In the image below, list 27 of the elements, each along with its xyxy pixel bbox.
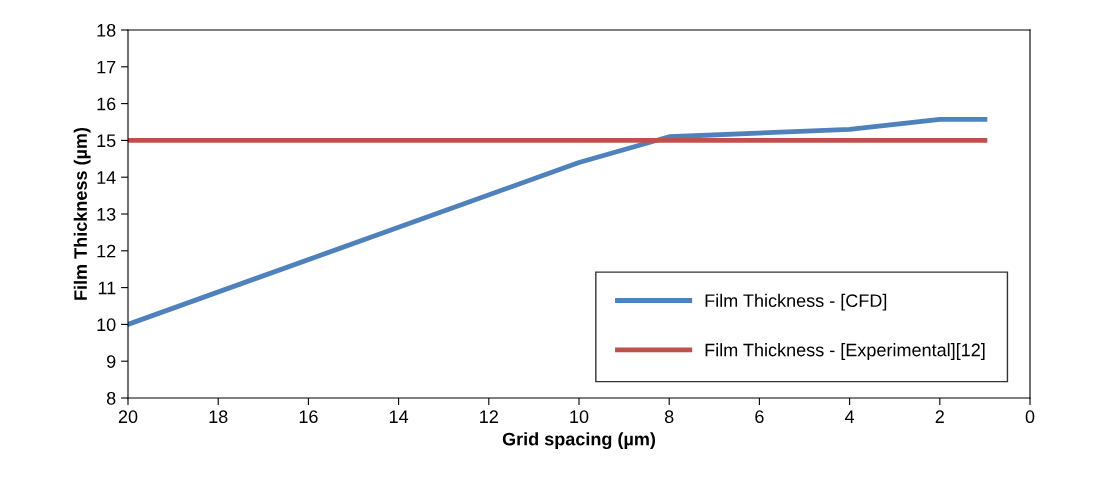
y-tick-label: 12 (97, 244, 116, 258)
y-tick-label: 14 (97, 171, 116, 184)
y-axis-title: Film Thickness (µm) (73, 127, 91, 300)
y-tick-label: 13 (97, 207, 116, 221)
y-tick-label: 10 (97, 318, 116, 332)
x-tick-label: 4 (844, 410, 855, 423)
x-tick-label: 10 (570, 410, 589, 424)
x-tick-label: 14 (389, 410, 409, 423)
x-tick-label: 20 (118, 410, 138, 424)
line-series (128, 116, 988, 327)
x-tick-label: 18 (209, 410, 228, 424)
x-axis-title: Grid spacing (µm) (502, 432, 656, 450)
y-tick-label: 18 (97, 23, 116, 37)
legend-label: Film Thickness - [CFD] (705, 293, 887, 311)
x-tick-label: 12 (480, 410, 498, 423)
x-tick-label: 8 (664, 410, 674, 424)
x-tick-label: 2 (935, 410, 944, 423)
y-tick-label: 16 (97, 97, 116, 111)
y-tick-label: 11 (98, 281, 116, 295)
y-tick-label: 15 (97, 134, 116, 148)
legend-label: Film Thickness - [Experimental][12] (705, 343, 985, 360)
y-tick-label: 17 (97, 60, 116, 74)
x-tick-label: 16 (299, 410, 318, 424)
y-tick-label: 8 (106, 391, 116, 405)
x-tick-label: 6 (755, 410, 764, 424)
y-tick-label: 9 (107, 355, 116, 368)
x-tick-label: 0 (1025, 410, 1035, 424)
